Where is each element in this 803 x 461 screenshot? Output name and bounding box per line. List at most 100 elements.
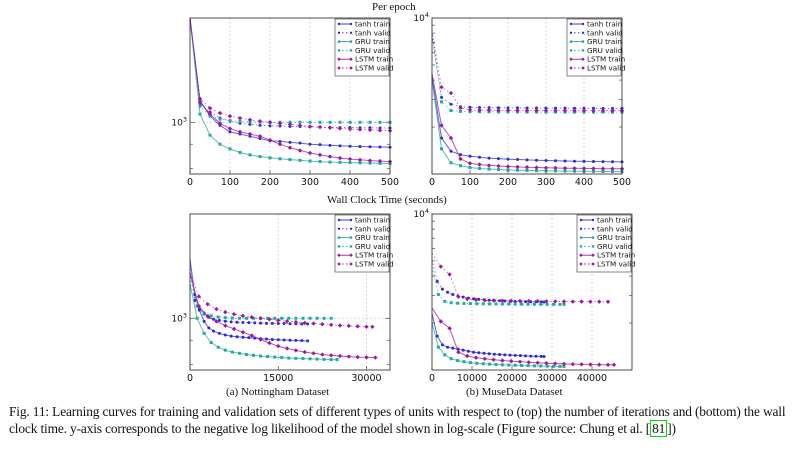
data-point-gru-valid (223, 316, 227, 320)
data-point-gru-valid (500, 302, 504, 306)
data-point-tanh-train (306, 339, 310, 343)
data-point-tanh-valid (516, 106, 519, 110)
legend-marker (569, 22, 573, 26)
legend-marker (349, 227, 353, 230)
data-point-lstm-train (561, 361, 567, 367)
legend-box (334, 214, 390, 273)
data-point-gru-train (230, 350, 234, 354)
data-point-tanh-train (506, 157, 510, 161)
data-point-tanh-train (492, 352, 496, 356)
data-point-gru-train (440, 147, 443, 151)
subcaption-nottingham: (a) Nottingham Dataset (226, 386, 330, 398)
data-point-tanh-train (478, 155, 481, 159)
data-point-lstm-valid (370, 324, 375, 329)
data-point-lstm-valid (337, 323, 343, 328)
data-point-lstm-train (364, 355, 369, 360)
data-point-gru-train (554, 169, 557, 173)
data-point-tanh-train (497, 157, 500, 161)
data-point-lstm-valid (447, 272, 452, 277)
data-point-lstm-valid (337, 126, 343, 131)
data-point-gru-train (436, 345, 440, 349)
legend-box (334, 18, 390, 77)
data-point-gru-valid (468, 302, 472, 306)
data-point-lstm-train (277, 142, 283, 147)
data-point-gru-train (573, 169, 576, 173)
data-point-tanh-valid (601, 106, 605, 110)
legend-marker (579, 227, 583, 230)
data-point-gru-valid (449, 109, 453, 113)
data-point-gru-train (478, 166, 481, 170)
data-point-gru-valid (520, 302, 524, 306)
data-point-lstm-train (505, 164, 511, 169)
data-point-tanh-train (487, 156, 491, 160)
data-point-lstm-valid (456, 294, 461, 299)
data-point-tanh-valid (278, 124, 282, 128)
x-tick-label: 500 (613, 177, 631, 188)
data-point-gru-valid (459, 109, 462, 113)
data-point-lstm-valid (307, 124, 313, 129)
data-point-gru-train (202, 331, 206, 335)
legend-marker (581, 31, 585, 34)
data-point-tanh-train (348, 144, 352, 148)
data-point-gru-train (443, 353, 447, 357)
data-point-gru-train (273, 355, 277, 359)
section-title-bottom: Wall Clock Time (seconds) (327, 194, 447, 206)
legend-label: LSTM train (355, 251, 393, 260)
citation-link[interactable]: 81 (650, 419, 668, 437)
data-point-lstm-valid (517, 298, 523, 304)
data-point-gru-train (328, 160, 332, 164)
data-point-lstm-train (337, 155, 343, 161)
y-tick-label: 103 (171, 311, 187, 324)
data-point-lstm-train (247, 131, 253, 137)
data-point-tanh-train (539, 354, 543, 358)
data-point-lstm-train (610, 166, 615, 171)
data-point-tanh-train (468, 154, 472, 158)
data-point-gru-train (526, 364, 530, 368)
data-point-gru-train (315, 357, 319, 361)
data-point-lstm-valid (486, 107, 492, 113)
legend-marker (337, 245, 341, 248)
data-point-tanh-valid (217, 318, 221, 322)
series-line-gru-train (431, 322, 564, 367)
data-point-gru-train (520, 363, 524, 367)
legend-label: LSTM valid (587, 64, 626, 73)
data-point-gru-train (278, 157, 282, 161)
data-point-gru-valid (252, 316, 256, 320)
data-point-gru-train (462, 360, 466, 364)
data-point-gru-valid (507, 302, 511, 306)
data-point-gru-valid (338, 120, 342, 124)
data-point-gru-valid (329, 316, 333, 320)
data-point-lstm-train (439, 123, 444, 128)
data-point-lstm-valid (240, 313, 246, 318)
data-point-lstm-train (320, 352, 325, 357)
data-point-gru-train (209, 341, 213, 345)
data-point-gru-valid (552, 302, 556, 306)
data-point-lstm-valid (509, 298, 514, 304)
legend-label: LSTM train (587, 55, 625, 64)
x-tick-label: 30000 (351, 373, 381, 384)
data-point-gru-train (592, 169, 595, 173)
data-point-lstm-valid (346, 323, 352, 329)
data-point-lstm-valid (581, 108, 587, 113)
data-point-lstm-valid (297, 123, 303, 128)
legend-label: GRU train (597, 233, 632, 242)
data-point-lstm-train (231, 326, 237, 332)
x-tick-label: 200 (261, 177, 279, 188)
series-line-tanh-valid (189, 17, 390, 129)
legend-marker (337, 31, 341, 34)
data-point-gru-train (308, 159, 312, 163)
data-point-gru-valid (443, 299, 447, 303)
data-point-lstm-valid (267, 120, 273, 125)
figure-caption: Fig. 11: Learning curves for training an… (9, 404, 799, 437)
data-point-gru-valid (273, 316, 277, 320)
data-point-tanh-valid (247, 321, 251, 325)
data-point-lstm-valid (277, 121, 283, 126)
data-point-gru-valid (358, 120, 362, 124)
legend-marker (569, 49, 573, 52)
data-point-lstm-train (572, 166, 577, 171)
data-point-gru-train (563, 169, 567, 173)
data-point-tanh-train (308, 142, 312, 146)
data-point-gru-train (318, 160, 322, 164)
data-point-tanh-train (282, 338, 286, 342)
